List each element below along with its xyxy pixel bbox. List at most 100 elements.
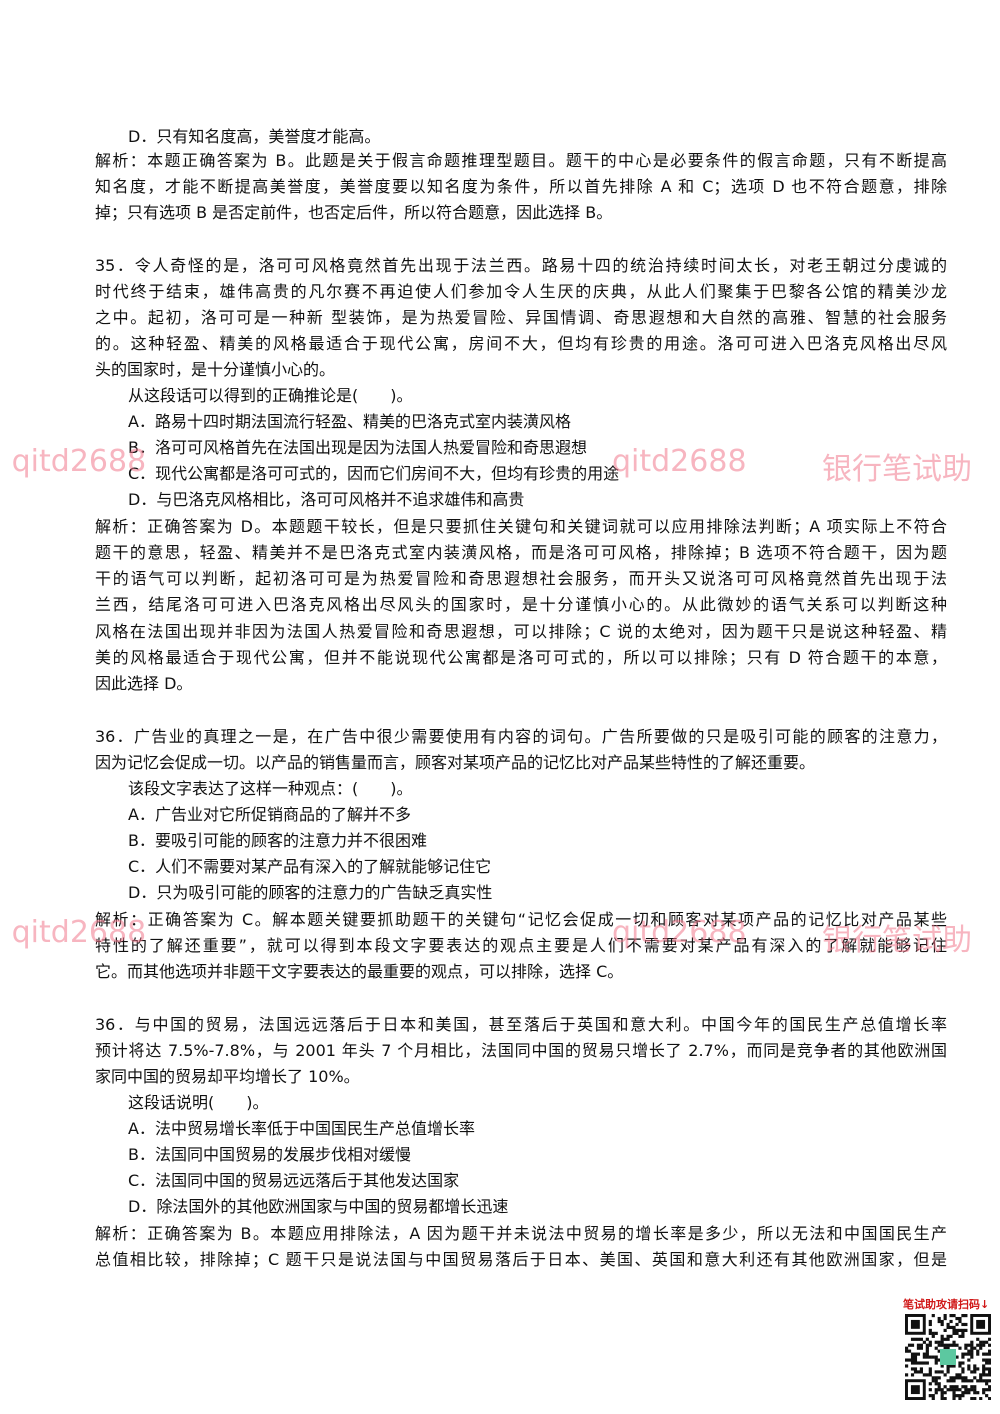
text-line: 它。而其他选项并非题干文字要表达的最重要的观点，可以排除，选择 C。 [95, 962, 624, 981]
qr-module [928, 1331, 932, 1335]
qr-module [976, 1379, 980, 1383]
qr-module [988, 1370, 991, 1374]
qr-module [985, 1352, 989, 1356]
qr-module [982, 1358, 986, 1362]
qr-module [985, 1367, 989, 1371]
qr-module [940, 1349, 956, 1365]
qr-module [973, 1388, 977, 1392]
qr-module [946, 1337, 950, 1341]
text-line: 风格在法国出现并非因为法国人热爱冒险和奇思遐想，可以排除；C 说的太绝对，因为题… [95, 622, 947, 641]
qr-module [970, 1340, 974, 1344]
qr-caption: 笔试助攻请扫码↓ [903, 1298, 990, 1311]
qr-module [913, 1352, 918, 1356]
qr-module [958, 1316, 962, 1321]
text-line: 兰西，结尾洛可可进入巴洛克风格出尽风头的国家时，是十分谨慎小心的。从此微妙的语气… [95, 595, 947, 614]
qr-module [961, 1391, 965, 1395]
qr-module [940, 1337, 944, 1341]
qr-module [931, 1331, 935, 1335]
text-line: D．只有知名度高，美誉度才能高。 [128, 127, 381, 146]
qr-module [943, 1343, 947, 1347]
qr-module [958, 1334, 962, 1338]
qr-module [979, 1346, 983, 1350]
text-line: B．法国同中国贸易的发展步伐相对缓慢 [128, 1145, 411, 1164]
qr-module [940, 1319, 944, 1324]
text-line: 这段话说明( )。 [128, 1093, 269, 1112]
qr-module [905, 1364, 909, 1368]
qr-module [937, 1388, 941, 1392]
qr-module [910, 1337, 915, 1341]
qr-module [940, 1322, 944, 1327]
qr-module [982, 1352, 986, 1356]
qr-module [907, 1358, 912, 1362]
qr-module [940, 1397, 944, 1400]
qr-module [985, 1388, 989, 1392]
qr-module [943, 1337, 947, 1341]
qr-module [988, 1397, 991, 1400]
qr-module [910, 1352, 915, 1356]
text-line: D．除法国外的其他欧洲国家与中国的贸易都增长迅速 [128, 1197, 509, 1216]
qr-module [937, 1349, 941, 1353]
text-line: C．现代公寓都是洛可可式的，因而它们房间不大，但均有珍贵的用途 [128, 464, 620, 483]
text-line: 因为记忆会促成一切。以产品的销售量而言，顾客对某项产品的记忆比对产品某些特性的了… [95, 753, 816, 772]
qr-module [970, 1388, 974, 1392]
qr-module [961, 1376, 965, 1380]
qr-module [907, 1349, 912, 1353]
qr-module [922, 1373, 926, 1377]
qr-module [910, 1373, 915, 1377]
qr-module [934, 1376, 938, 1380]
qr-module [937, 1382, 941, 1386]
qr-module [970, 1349, 974, 1353]
text-line: 35．令人奇怪的是，洛可可风格竟然首先出现于法兰西。路易十四的统治持续时间太长，… [95, 256, 947, 275]
qr-module [925, 1352, 929, 1356]
qr-module [973, 1370, 977, 1374]
qr-module [964, 1376, 968, 1380]
qr-module [979, 1343, 983, 1347]
qr-module [952, 1340, 956, 1344]
qr-module [928, 1373, 932, 1377]
qr-module [955, 1316, 959, 1321]
qr-module [964, 1343, 968, 1347]
qr-module [928, 1370, 932, 1374]
qr-module [913, 1355, 918, 1359]
qr-module [970, 1397, 974, 1400]
qr-module [952, 1391, 956, 1395]
qr-module [955, 1355, 959, 1359]
qr-module [982, 1388, 986, 1392]
qr-module [961, 1328, 965, 1332]
qr-module [928, 1388, 932, 1392]
qr-module [958, 1376, 962, 1380]
qr-module [982, 1367, 986, 1371]
qr-module [952, 1379, 956, 1383]
qr-module [979, 1397, 983, 1400]
qr-module [985, 1361, 989, 1365]
qr-module [985, 1373, 989, 1377]
qr-module [982, 1340, 986, 1344]
qr-module [955, 1331, 959, 1335]
qr-module [940, 1394, 944, 1398]
qr-module [925, 1349, 929, 1353]
qr-module [931, 1334, 935, 1338]
qr-module [976, 1319, 986, 1329]
qr-module [988, 1385, 991, 1389]
text-line: 解析：正确答案为 C。解本题关键要抓助题干的关键句“记忆会促成一切和顾客对某项产… [95, 910, 947, 929]
qr-module [946, 1322, 950, 1327]
qr-module [910, 1343, 915, 1347]
qr-module [943, 1385, 947, 1389]
text-line: D．只为吸引可能的顾客的注意力的广告缺乏真实性 [128, 883, 493, 902]
qr-module [913, 1370, 918, 1374]
qr-module [967, 1364, 971, 1368]
qr-module [976, 1343, 980, 1347]
qr-module [928, 1382, 932, 1386]
qr-module [934, 1379, 938, 1383]
qr-module [937, 1370, 941, 1374]
watermark: 银行笔试助 [822, 923, 972, 958]
qr-module [937, 1385, 941, 1389]
qr-module [925, 1373, 929, 1377]
qr-module [946, 1343, 950, 1347]
qr-module [949, 1314, 953, 1318]
text-line: A．法中贸易增长率低于中国国民生产总值增长率 [128, 1119, 475, 1138]
qr-module [928, 1340, 932, 1344]
qr-module [985, 1340, 989, 1344]
qr-module [946, 1346, 950, 1350]
qr-module [967, 1388, 971, 1392]
